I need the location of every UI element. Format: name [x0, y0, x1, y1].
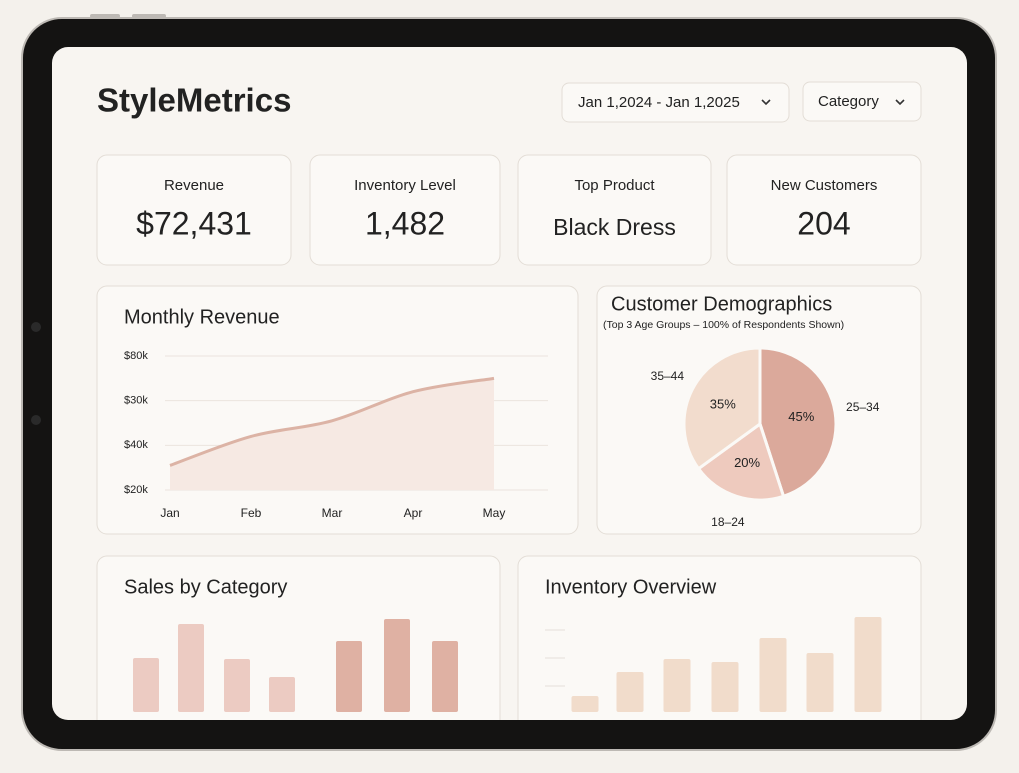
bar	[432, 641, 458, 712]
chart-title: Monthly Revenue	[124, 306, 280, 328]
slice-category-label: 35–44	[651, 369, 685, 383]
x-tick-label: May	[483, 506, 506, 520]
bar	[224, 659, 250, 712]
kpi-value: 204	[797, 205, 850, 241]
x-tick-label: Apr	[404, 506, 423, 520]
slice-value-label: 45%	[788, 409, 814, 424]
slice-category-label: 18–24	[711, 515, 745, 529]
dropdown[interactable]	[802, 81, 922, 122]
camera	[31, 322, 41, 332]
pie-slice	[758, 346, 838, 499]
bar	[854, 617, 882, 712]
kpi-value: $72,431	[136, 205, 252, 241]
chevron[interactable]	[761, 99, 771, 106]
bar	[269, 677, 295, 712]
bar	[806, 653, 834, 712]
kpi-label: New Customers	[771, 177, 878, 194]
bar	[571, 696, 599, 712]
camera	[31, 415, 41, 425]
bar	[663, 659, 691, 712]
x-tick-label: Mar	[322, 506, 343, 520]
slice-category-label: 25–34	[846, 400, 880, 414]
dropdown[interactable]	[561, 82, 790, 123]
y-tick-label: $20k	[124, 484, 148, 496]
kpi-value: 1,482	[365, 205, 445, 241]
bar	[616, 672, 644, 712]
kpi-card	[726, 154, 922, 266]
bar	[178, 624, 204, 712]
chart-title: Inventory Overview	[545, 576, 717, 598]
dropdown-label[interactable]: Category	[818, 93, 879, 110]
chevron[interactable]	[895, 99, 905, 106]
kpi-card	[96, 154, 292, 266]
bar	[336, 641, 362, 712]
chart-title: Customer Demographics	[611, 293, 832, 315]
line-area	[170, 378, 494, 490]
screen: StyleMetrics Jan 1,2024 - Jan 1,2025 Cat…	[52, 47, 967, 720]
category-filter[interactable]: Category	[802, 81, 922, 122]
kpi-card	[517, 154, 712, 266]
pie-slice	[696, 421, 786, 502]
bar	[384, 619, 410, 712]
kpi-label: Inventory Level	[354, 177, 456, 194]
kpi-value: Black Dress	[553, 214, 676, 240]
kpi-label: Revenue	[164, 177, 224, 194]
bar	[133, 658, 159, 712]
chart-title: Sales by Category	[124, 576, 287, 598]
x-tick-label: Jan	[160, 506, 179, 520]
bar	[759, 638, 787, 712]
chart-subtitle: (Top 3 Age Groups – 100% of Respondents …	[603, 319, 844, 331]
y-tick-label: $80k	[124, 350, 148, 362]
slice-value-label: 35%	[710, 396, 736, 411]
kpi-label: Top Product	[574, 177, 655, 194]
bar	[711, 662, 739, 712]
kpi-card	[309, 154, 501, 266]
x-tick-label: Feb	[241, 506, 262, 520]
dropdown-label[interactable]: Jan 1,2024 - Jan 1,2025	[578, 94, 740, 111]
line	[169, 376, 495, 467]
y-tick-label: $30k	[124, 395, 148, 407]
slice-value-label: 20%	[734, 455, 760, 470]
charts: Monthly Revenue $80k $30k $40k $20k Jan Feb Mar…	[124, 293, 882, 712]
app-title: StyleMetrics	[97, 82, 291, 119]
kpi-row: Revenue $72,431 Inventory Level 1,482 Top Pr…	[96, 154, 922, 266]
y-tick-label: $40k	[124, 439, 148, 451]
date-filter[interactable]: Jan 1,2024 - Jan 1,2025	[561, 82, 790, 123]
panel	[96, 555, 501, 720]
pie-slice	[682, 346, 762, 471]
